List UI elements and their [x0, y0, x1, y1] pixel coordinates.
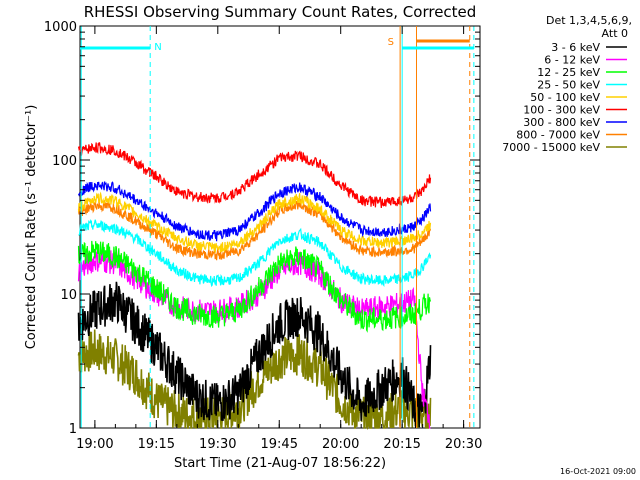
y-tick-label: 1: [69, 422, 77, 437]
legend-label: 800 - 7000 keV: [516, 129, 600, 142]
legend-header-attenuator: Att 0: [602, 27, 628, 40]
series-line-3-6kev: [77, 281, 432, 428]
series-line-7000-15000kev: [77, 329, 432, 430]
y-axis-label: Corrected Count Rate (s⁻¹ detector⁻¹): [24, 105, 39, 350]
x-axis-label: Start Time (21-Aug-07 18:56:22): [174, 456, 386, 471]
y-tick-label: 1000: [44, 20, 77, 35]
legend-label: 50 - 100 keV: [530, 91, 600, 104]
x-tick-label: 20:30: [445, 437, 482, 452]
x-tick-label: 19:00: [76, 437, 113, 452]
legend-label: 12 - 25 keV: [537, 66, 600, 79]
x-tick-label: 19:15: [138, 437, 175, 452]
x-tick-label: 19:45: [261, 437, 298, 452]
series-line-25-50kev: [78, 218, 432, 288]
x-tick-label: 20:00: [322, 437, 359, 452]
legend-label: 6 - 12 keV: [544, 54, 600, 67]
series-line-50-100kev: [77, 191, 432, 253]
x-tick-label: 19:30: [199, 437, 236, 452]
legend-label: 25 - 50 keV: [537, 79, 600, 92]
series-line-100-300kev: [77, 142, 432, 208]
x-tick-label: 20:15: [383, 437, 420, 452]
series-layer: [77, 142, 432, 430]
y-tick-label: 10: [60, 288, 77, 303]
chart-title: RHESSI Observing Summary Count Rates, Co…: [84, 3, 477, 21]
series-line-800-7000kev: [77, 199, 432, 261]
series-line-300-800kev: [77, 181, 432, 242]
y-tick-label: 100: [52, 154, 77, 169]
y-axis-ticks: 1 10 100 1000: [44, 20, 480, 437]
night-marker-label: N: [154, 42, 161, 53]
legend-header-detectors: Det 1,3,4,5,6,9,: [546, 14, 632, 27]
legend-label: 300 - 800 keV: [523, 116, 600, 129]
legend-label: 7000 - 15000 keV: [502, 141, 600, 154]
legend-label: 3 - 6 keV: [551, 41, 600, 54]
x-axis-ticks: 19:00 19:15 19:30 19:45 20:00 20:15 20:30: [76, 26, 482, 452]
legend-label: 100 - 300 keV: [523, 104, 600, 117]
generation-timestamp: 16-Oct-2021 09:00: [560, 467, 636, 476]
series-line-12-25kev: [77, 240, 432, 333]
saa-marker-label: S: [388, 37, 394, 48]
